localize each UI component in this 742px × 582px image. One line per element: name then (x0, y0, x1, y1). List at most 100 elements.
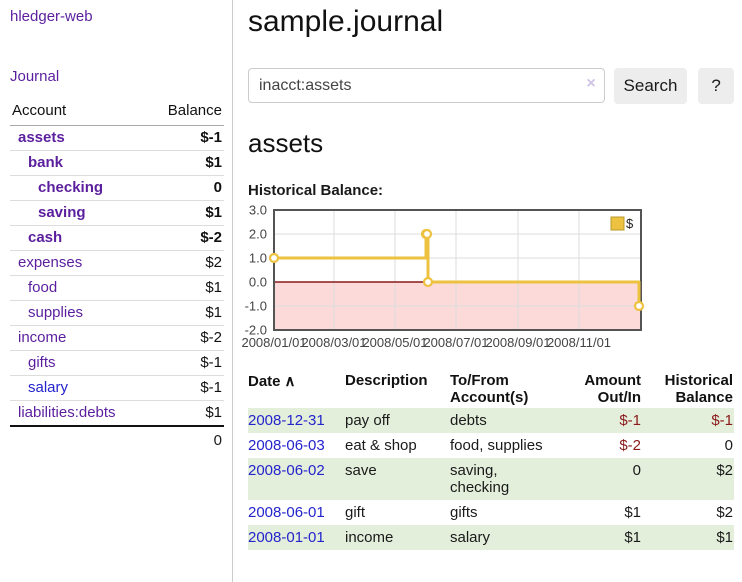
account-link[interactable]: saving (38, 204, 86, 221)
account-link[interactable]: income (18, 329, 67, 346)
svg-text:2008/11/01: 2008/11/01 (547, 335, 611, 350)
chart-title: Historical Balance: (248, 182, 384, 199)
svg-text:2008/07/01: 2008/07/01 (423, 335, 488, 350)
account-link[interactable]: checking (38, 179, 104, 196)
transaction-date-link[interactable]: 2008-06-02 (248, 462, 325, 479)
transaction-amount: $-1 (562, 408, 642, 433)
account-row: saving $1 (10, 200, 224, 226)
search-button[interactable]: Search (613, 68, 688, 104)
account-link[interactable]: cash (28, 229, 63, 246)
transaction-description: gift (345, 504, 366, 521)
register-row[interactable]: 2008-12-31 pay off debts $-1 $-1 (248, 408, 734, 433)
transaction-amount: $1 (624, 504, 641, 521)
account-link[interactable]: bank (28, 154, 64, 171)
chart-canvas: 3.0 2.0 1.0 0.0 -1.0 -2.02008/01/012008/03/01… (241, 203, 645, 350)
account-balance: $2 (147, 250, 224, 276)
sidebar-item-journal: Journal (10, 68, 224, 86)
transaction-accounts: salary (450, 525, 562, 550)
account-balance: $1 (147, 300, 224, 326)
account-balance: $1 (147, 200, 224, 226)
register-row[interactable]: 2008-06-01 gift gifts $1 $2 (248, 500, 734, 525)
svg-text:-2.0: -2.0 (245, 323, 267, 338)
journal-link[interactable]: Journal (10, 68, 60, 85)
account-balance: $-2 (147, 325, 224, 351)
transaction-balance: 0 (724, 437, 733, 454)
account-link[interactable]: expenses (18, 254, 83, 271)
main-content: sample.journal × Search ? assets Histori… (241, 0, 734, 550)
search-box: × (248, 68, 605, 104)
total-spacer (10, 425, 148, 453)
date-column-header[interactable]: Date ∧ (248, 373, 296, 390)
transaction-amount: $1 (562, 525, 642, 550)
transaction-amount: 0 (562, 458, 642, 500)
transaction-description: income (345, 525, 450, 550)
account-column-header: Account (10, 99, 148, 126)
balance-column-header: Balance (147, 99, 224, 126)
description-column-header: Description (345, 372, 428, 389)
app-title-link[interactable]: hledger-web (10, 8, 93, 25)
transaction-balance: $1 (642, 525, 734, 550)
account-row: expenses $2 (10, 250, 224, 276)
transaction-balance: $2 (716, 504, 733, 521)
svg-text:3.0: 3.0 (249, 203, 267, 218)
clear-search-icon[interactable]: × (586, 75, 596, 92)
transaction-description: eat & shop (345, 437, 417, 454)
account-link[interactable]: supplies (28, 304, 84, 321)
account-row: liabilities:debts $1 (10, 400, 224, 426)
historical-balance-chart: 3.0 2.0 1.0 0.0 -1.0 -2.0 2008/01/01 2008/03/01… (241, 203, 734, 353)
account-balance: 0 (147, 175, 224, 201)
transaction-accounts: debts (450, 408, 562, 433)
account-row: salary $-1 (10, 375, 224, 401)
svg-text:$: $ (626, 216, 634, 231)
svg-text:-1.0: -1.0 (245, 299, 267, 314)
help-button[interactable]: ? (698, 68, 734, 104)
register-row[interactable]: 2008-01-01 income salary $1 $1 (248, 525, 734, 550)
register-row[interactable]: 2008-06-02 save saving, checking 0 $2 (248, 458, 734, 500)
account-balance: $-1 (147, 375, 224, 401)
account-row: food $1 (10, 275, 224, 301)
accounts-table: Account Balance assets $-1 bank $1 check… (10, 99, 224, 453)
transaction-date-link[interactable]: 2008-01-01 (248, 529, 325, 546)
transaction-balance: $2 (642, 458, 734, 500)
svg-text:2008/01/01: 2008/01/01 (241, 335, 306, 350)
account-heading: assets (248, 128, 324, 158)
transaction-accounts: food, supplies (450, 437, 543, 454)
page-title: sample.journal (248, 5, 444, 38)
account-row: assets $-1 (10, 126, 224, 151)
transaction-accounts: gifts (450, 504, 478, 521)
transaction-date-link[interactable]: 2008-06-03 (248, 437, 325, 454)
transaction-description: pay off (345, 408, 450, 433)
register-row[interactable]: 2008-06-03 eat & shop food, supplies $-2… (248, 433, 734, 458)
search-form: × Search ? (248, 68, 734, 104)
search-input[interactable] (248, 68, 605, 103)
accounts-column-header: To/From Account(s) (450, 372, 529, 406)
account-row: checking 0 (10, 175, 224, 201)
account-link[interactable]: salary (28, 379, 69, 396)
account-balance: $-1 (200, 129, 222, 146)
account-row: cash $-2 (10, 225, 224, 251)
account-link[interactable]: liabilities:debts (18, 404, 116, 421)
account-link[interactable]: gifts (28, 354, 56, 371)
account-balance: $-1 (147, 350, 224, 376)
account-row: bank $1 (10, 150, 224, 176)
account-balance: $-2 (147, 225, 224, 251)
svg-text:1.0: 1.0 (249, 251, 267, 266)
app-title: hledger-web (10, 8, 224, 26)
svg-text:2008/05/01: 2008/05/01 (362, 335, 427, 350)
accounts-header-row: Account Balance (10, 99, 224, 126)
transaction-date-link[interactable]: 2008-12-31 (248, 412, 325, 429)
account-balance: $1 (147, 150, 224, 176)
account-balance: $1 (147, 275, 224, 301)
transaction-date-link[interactable]: 2008-06-01 (248, 504, 325, 521)
balance-column-header-register: Historical Balance (664, 372, 733, 406)
svg-text:2008/03/01: 2008/03/01 (301, 335, 366, 350)
transaction-amount: $-2 (619, 437, 641, 454)
sort-ascending-icon: ∧ (284, 373, 296, 390)
transaction-description: save (345, 458, 450, 500)
svg-text:2.0: 2.0 (249, 227, 267, 242)
transaction-accounts: saving, checking (450, 458, 562, 500)
transaction-balance: $-1 (642, 408, 734, 433)
svg-text:2008/09/01: 2008/09/01 (485, 335, 550, 350)
account-link[interactable]: food (28, 279, 58, 296)
account-link[interactable]: assets (18, 129, 65, 146)
